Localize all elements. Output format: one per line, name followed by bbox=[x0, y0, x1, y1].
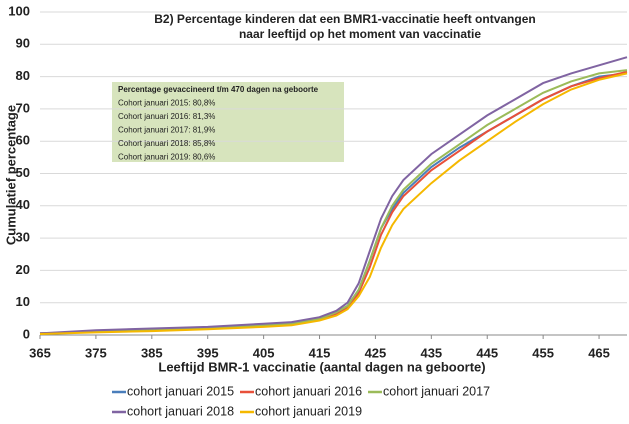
x-tick-label: 465 bbox=[588, 345, 610, 360]
annotation-text: Cohort januari 2018: 85,8% bbox=[118, 139, 215, 148]
series-line bbox=[39, 72, 628, 335]
x-tick-label: 375 bbox=[85, 345, 107, 360]
x-tick-label: 405 bbox=[253, 345, 275, 360]
y-tick-label: 40 bbox=[16, 197, 30, 212]
y-tick-label: 20 bbox=[16, 262, 30, 277]
annotation-box bbox=[112, 82, 344, 162]
legend-label: cohort januari 2019 bbox=[255, 404, 362, 418]
annotation-text: Cohort januari 2016: 81,3% bbox=[118, 112, 215, 121]
legend-label: cohort januari 2018 bbox=[127, 404, 234, 418]
legend-label: cohort januari 2016 bbox=[255, 384, 362, 398]
annotation-text: Cohort januari 2019: 80,6% bbox=[118, 153, 215, 162]
x-tick-label: 365 bbox=[29, 345, 51, 360]
legend-label: cohort januari 2017 bbox=[383, 384, 490, 398]
annotation-text: Cohort januari 2015: 80,8% bbox=[118, 99, 215, 108]
x-tick-label: 385 bbox=[141, 345, 163, 360]
x-tick-label: 395 bbox=[197, 345, 219, 360]
y-tick-label: 90 bbox=[16, 36, 30, 51]
series-line bbox=[39, 56, 628, 335]
y-axis-label: Cumulatief percentage bbox=[3, 105, 18, 245]
annotation-text: Cohort januari 2017: 81,9% bbox=[118, 126, 215, 135]
chart-title: B2) Percentage kinderen dat een BMR1-vac… bbox=[154, 12, 535, 26]
x-tick-label: 425 bbox=[365, 345, 387, 360]
y-tick-label: 100 bbox=[8, 3, 30, 18]
series-line bbox=[39, 69, 628, 335]
y-tick-label: 70 bbox=[16, 100, 30, 115]
y-tick-label: 30 bbox=[16, 230, 30, 245]
x-tick-label: 435 bbox=[420, 345, 442, 360]
x-axis-label: Leeftijd BMR-1 vaccinatie (aantal dagen … bbox=[158, 359, 485, 374]
y-tick-label: 0 bbox=[23, 326, 30, 341]
y-tick-label: 50 bbox=[16, 165, 30, 180]
y-tick-label: 10 bbox=[16, 294, 30, 309]
chart-title: naar leeftijd op het moment van vaccinat… bbox=[239, 27, 481, 41]
x-tick-label: 455 bbox=[532, 345, 554, 360]
y-tick-label: 60 bbox=[16, 133, 30, 148]
legend-label: cohort januari 2015 bbox=[127, 384, 234, 398]
x-tick-label: 445 bbox=[476, 345, 498, 360]
x-tick-label: 415 bbox=[309, 345, 331, 360]
annotation-text: Percentage gevaccineerd t/m 470 dagen na… bbox=[118, 85, 319, 94]
y-tick-label: 80 bbox=[16, 68, 30, 83]
